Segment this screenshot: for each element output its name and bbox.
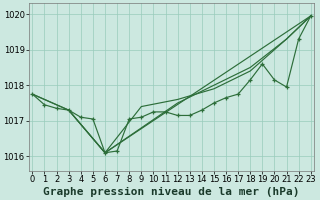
X-axis label: Graphe pression niveau de la mer (hPa): Graphe pression niveau de la mer (hPa) [43, 186, 300, 197]
